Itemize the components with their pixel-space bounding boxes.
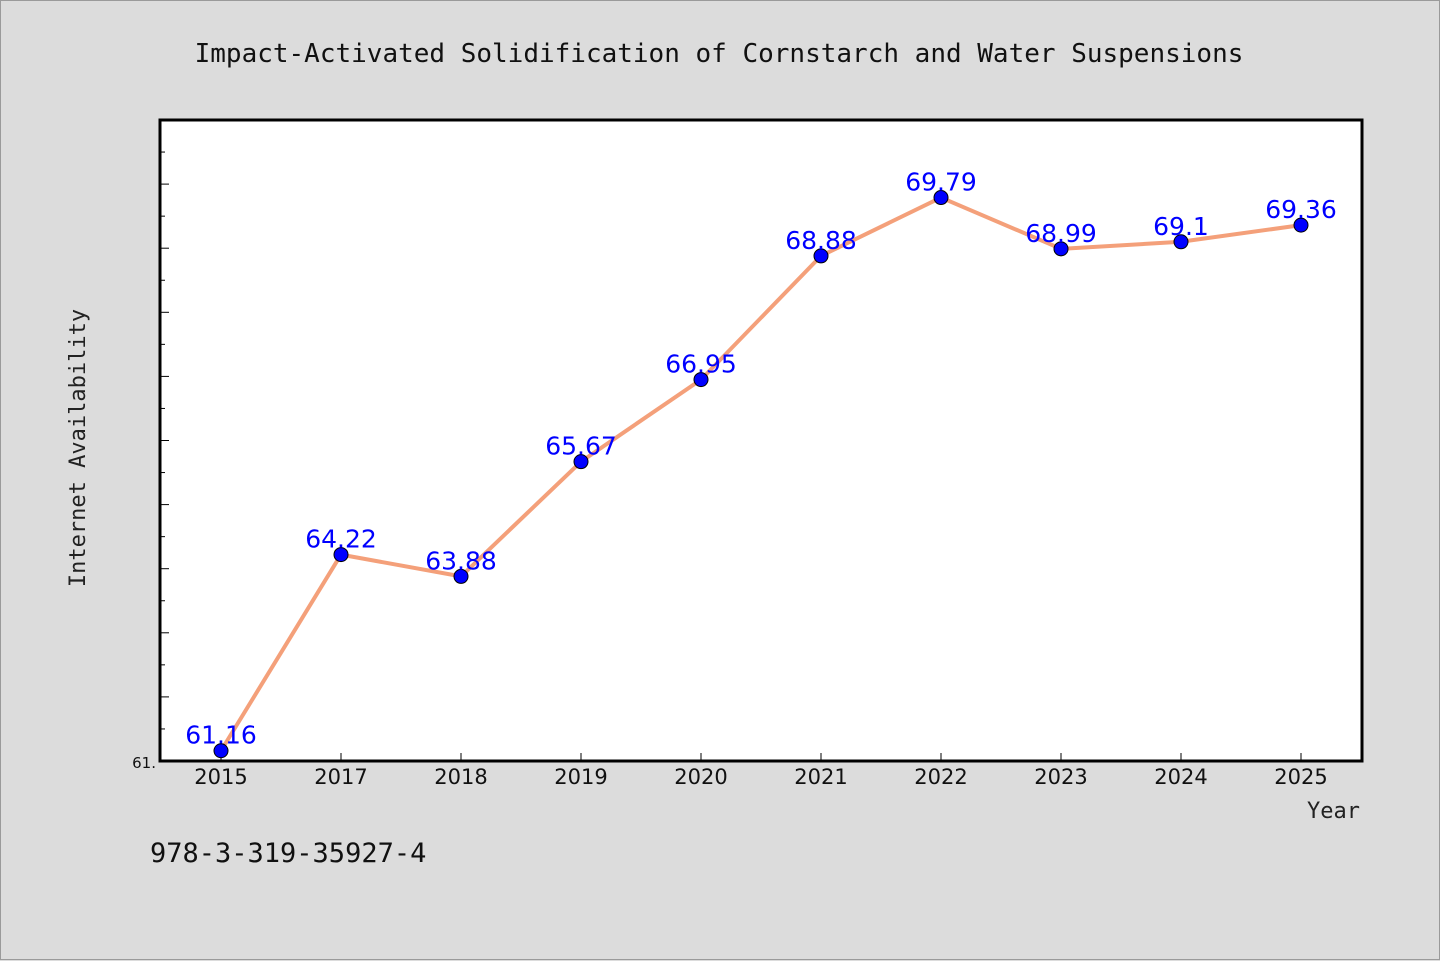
x-tick-label: 2025 bbox=[1274, 765, 1327, 789]
x-tick-label: 2019 bbox=[554, 765, 607, 789]
y-axis-label: Internet Availability bbox=[66, 309, 91, 587]
data-point-marker bbox=[693, 372, 709, 388]
x-tick-label: 2021 bbox=[794, 765, 847, 789]
y-axis-ticks bbox=[160, 119, 169, 762]
data-point-label: 65.67 bbox=[545, 432, 617, 461]
data-labels: 61.16 64.22 63.88 65.67 66.95 68.88 69.79 68.99… bbox=[185, 168, 1337, 750]
data-point-marker bbox=[1173, 234, 1189, 250]
x-tick-label: 2024 bbox=[1154, 765, 1207, 789]
y-axis-min-label: 61. bbox=[132, 754, 156, 772]
plot-area bbox=[158, 118, 1364, 763]
data-point-marker bbox=[1293, 217, 1309, 233]
data-point-label: 64.22 bbox=[305, 525, 377, 554]
series-line bbox=[219, 195, 1302, 752]
data-point-label: 69.79 bbox=[905, 168, 977, 197]
x-tick-label: 2020 bbox=[674, 765, 727, 789]
x-axis-tick-labels: 2015 2017 2018 2019 2020 2021 2022 2023 2024 2025 bbox=[194, 765, 1327, 789]
x-tick-label: 2017 bbox=[314, 765, 367, 789]
x-tick-label: 2015 bbox=[194, 765, 247, 789]
isbn-footer: 978-3-319-35927-4 bbox=[150, 838, 426, 869]
x-tick-label: 2023 bbox=[1034, 765, 1087, 789]
chart-title: Impact-Activated Solidification of Corns… bbox=[195, 39, 1244, 69]
data-point-marker bbox=[933, 190, 949, 206]
data-point-marker bbox=[453, 568, 469, 584]
data-markers bbox=[213, 190, 1309, 759]
data-point-label: 69.36 bbox=[1265, 195, 1337, 224]
data-point-label: 66.95 bbox=[665, 350, 737, 379]
data-point-marker bbox=[813, 248, 829, 264]
x-tick-label: 2022 bbox=[914, 765, 967, 789]
data-point-marker bbox=[333, 547, 349, 563]
data-point-label: 63.88 bbox=[425, 546, 497, 575]
data-point-label: 69.1 bbox=[1153, 212, 1209, 241]
x-axis-label: Year bbox=[1307, 799, 1360, 824]
data-point-label: 61.16 bbox=[185, 721, 257, 750]
x-tick-label: 2018 bbox=[434, 765, 487, 789]
data-point-marker bbox=[573, 454, 589, 470]
data-point-label: 68.88 bbox=[785, 226, 857, 255]
data-point-label: 68.99 bbox=[1025, 219, 1097, 248]
data-point-marker bbox=[213, 743, 229, 759]
data-point-marker bbox=[1053, 241, 1069, 257]
